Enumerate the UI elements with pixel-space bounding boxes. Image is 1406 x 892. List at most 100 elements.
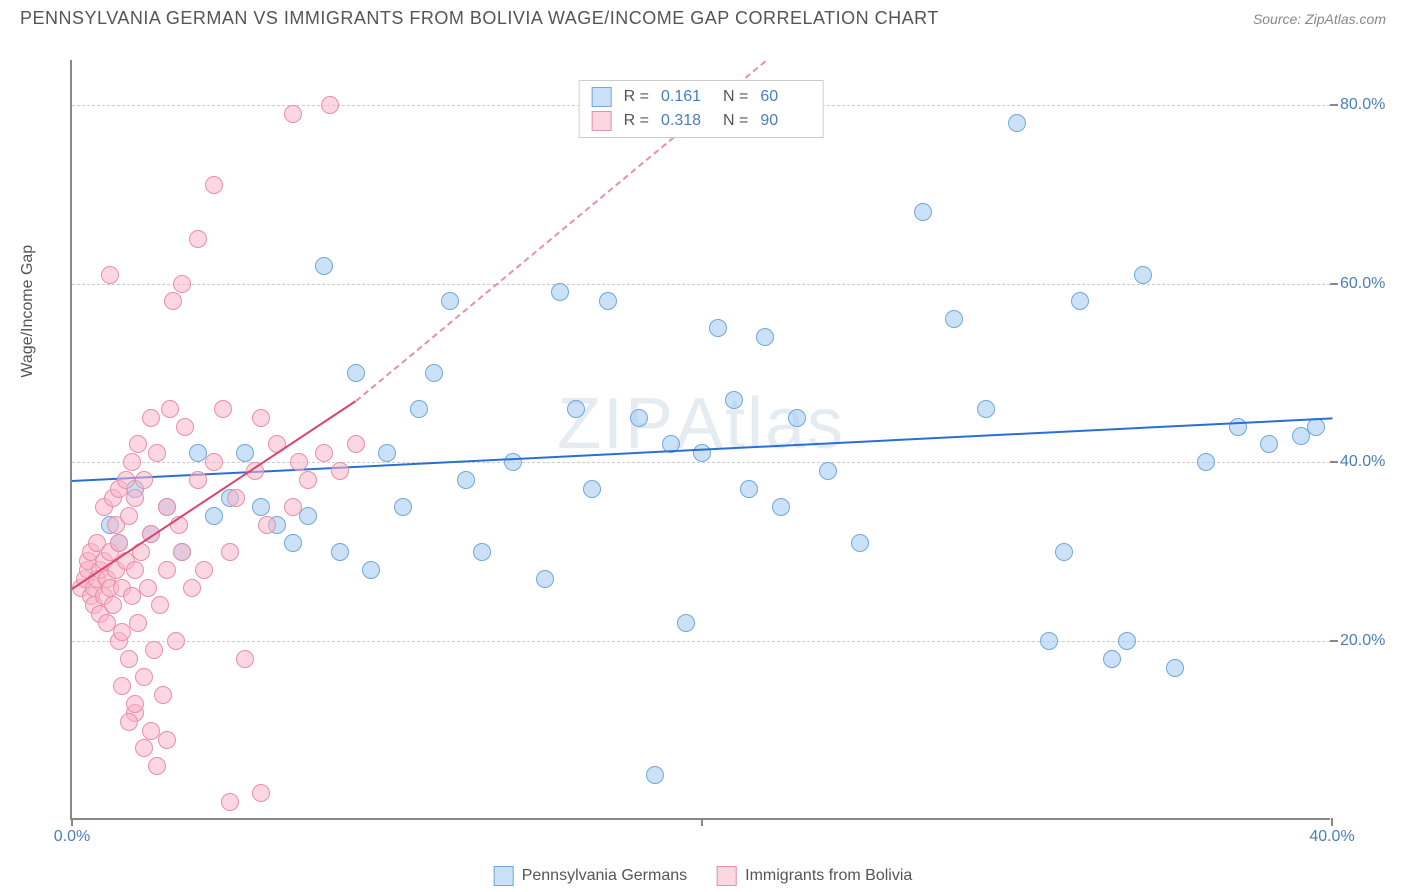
data-point — [331, 543, 349, 561]
data-point — [709, 319, 727, 337]
data-point — [252, 409, 270, 427]
scatter-plot: ZIPAtlas 20.0%40.0%60.0%80.0%0.0%40.0%R … — [70, 60, 1330, 820]
data-point — [126, 561, 144, 579]
data-point — [120, 507, 138, 525]
data-point — [284, 105, 302, 123]
data-point — [129, 614, 147, 632]
r-label: R = — [624, 112, 649, 130]
data-point — [693, 444, 711, 462]
data-point — [315, 257, 333, 275]
data-point — [110, 534, 128, 552]
data-point — [221, 793, 239, 811]
data-point — [227, 489, 245, 507]
data-point — [221, 543, 239, 561]
data-point — [551, 283, 569, 301]
y-tick-label: 60.0% — [1340, 275, 1400, 293]
chart-source: Source: ZipAtlas.com — [1253, 11, 1386, 27]
n-value: 90 — [760, 112, 810, 130]
data-point — [378, 444, 396, 462]
data-point — [189, 230, 207, 248]
data-point — [457, 471, 475, 489]
x-tick-mark — [71, 818, 73, 826]
data-point — [1166, 659, 1184, 677]
data-point — [113, 623, 131, 641]
data-point — [148, 444, 166, 462]
data-point — [299, 507, 317, 525]
data-point — [1260, 435, 1278, 453]
data-point — [173, 543, 191, 561]
data-point — [258, 516, 276, 534]
data-point — [158, 561, 176, 579]
gridline — [72, 641, 1330, 642]
gridline — [72, 284, 1330, 285]
legend-swatch — [592, 111, 612, 131]
data-point — [158, 731, 176, 749]
data-point — [321, 96, 339, 114]
data-point — [189, 471, 207, 489]
data-point — [164, 292, 182, 310]
data-point — [630, 409, 648, 427]
data-point — [252, 498, 270, 516]
data-point — [677, 614, 695, 632]
data-point — [120, 650, 138, 668]
y-tick-mark — [1330, 461, 1338, 463]
data-point — [756, 328, 774, 346]
data-point — [129, 435, 147, 453]
r-value: 0.318 — [661, 112, 711, 130]
data-point — [214, 400, 232, 418]
data-point — [1008, 114, 1026, 132]
data-point — [173, 275, 191, 293]
data-point — [347, 435, 365, 453]
y-axis-label: Wage/Income Gap — [19, 245, 37, 378]
legend-label: Pennsylvania Germans — [522, 867, 687, 885]
data-point — [290, 453, 308, 471]
data-point — [977, 400, 995, 418]
data-point — [205, 176, 223, 194]
chart-header: PENNSYLVANIA GERMAN VS IMMIGRANTS FROM B… — [0, 0, 1406, 33]
n-value: 60 — [760, 88, 810, 106]
data-point — [347, 364, 365, 382]
data-point — [567, 400, 585, 418]
x-tick-mark — [701, 818, 703, 826]
data-point — [126, 489, 144, 507]
data-point — [1134, 266, 1152, 284]
bottom-legend: Pennsylvania Germans Immigrants from Boli… — [494, 866, 913, 886]
x-tick-label: 0.0% — [54, 828, 90, 846]
data-point — [583, 480, 601, 498]
data-point — [284, 534, 302, 552]
data-point — [126, 695, 144, 713]
data-point — [425, 364, 443, 382]
data-point — [123, 453, 141, 471]
stats-legend-row: R =0.161N =60 — [592, 85, 811, 109]
data-point — [161, 400, 179, 418]
r-value: 0.161 — [661, 88, 711, 106]
data-point — [772, 498, 790, 516]
data-point — [113, 677, 131, 695]
data-point — [236, 444, 254, 462]
data-point — [1040, 632, 1058, 650]
data-point — [135, 739, 153, 757]
data-point — [1118, 632, 1136, 650]
data-point — [740, 480, 758, 498]
data-point — [154, 686, 172, 704]
data-point — [148, 757, 166, 775]
data-point — [117, 471, 135, 489]
chart-area: Wage/Income Gap ZIPAtlas 20.0%40.0%60.0%… — [50, 40, 1390, 830]
r-label: R = — [624, 88, 649, 106]
data-point — [1055, 543, 1073, 561]
data-point — [1071, 292, 1089, 310]
legend-swatch — [494, 866, 514, 886]
data-point — [195, 561, 213, 579]
legend-item: Pennsylvania Germans — [494, 866, 687, 886]
chart-title: PENNSYLVANIA GERMAN VS IMMIGRANTS FROM B… — [20, 8, 939, 29]
data-point — [788, 409, 806, 427]
data-point — [819, 462, 837, 480]
legend-item: Immigrants from Bolivia — [717, 866, 912, 886]
data-point — [236, 650, 254, 668]
data-point — [1103, 650, 1121, 668]
data-point — [176, 418, 194, 436]
stats-legend-row: R =0.318N =90 — [592, 109, 811, 133]
legend-swatch — [592, 87, 612, 107]
data-point — [331, 462, 349, 480]
stats-legend: R =0.161N =60R =0.318N =90 — [579, 80, 824, 138]
